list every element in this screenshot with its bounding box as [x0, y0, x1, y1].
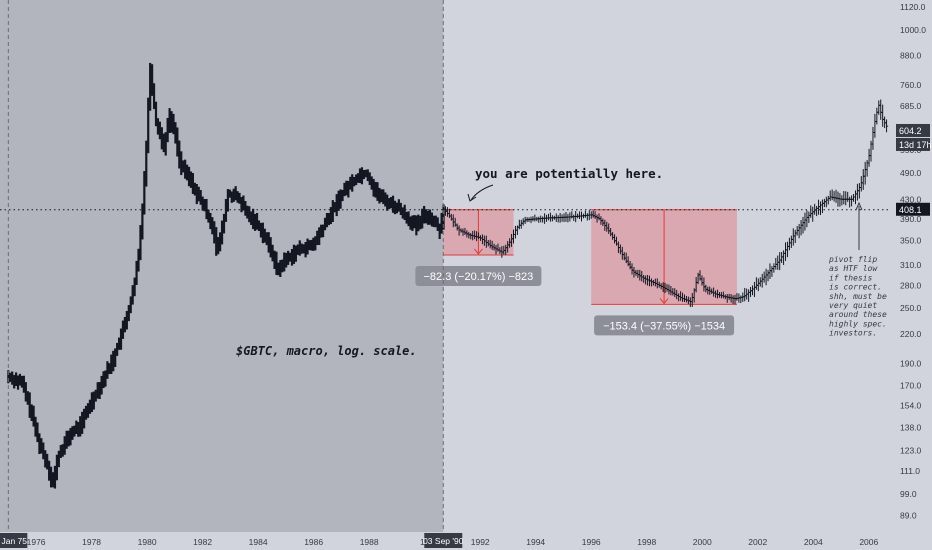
pivot-arrow-head [855, 201, 863, 211]
x-tick-label: 2004 [804, 537, 823, 547]
y-tick-label: 760.0 [900, 80, 922, 90]
drawdown-arrow-head [474, 248, 483, 255]
drawdown-label: −153.4 (−37.55%) −1534 [603, 320, 725, 332]
date-marker-label: 01 Jan 75 [0, 536, 27, 546]
annotation-pivot-line: shh, must be [829, 292, 887, 301]
y-tick-label: 154.0 [900, 400, 922, 410]
last-price-tag-bg [896, 123, 930, 137]
y-tick-label: 220.0 [900, 329, 922, 339]
last-price-tag: 604.2 [899, 126, 922, 136]
x-tick-label: 1988 [360, 537, 379, 547]
drawdown-label-bg [415, 265, 542, 286]
y-tick-label: 430.0 [900, 194, 922, 204]
annotation-pivot-flip: pivot flip as HTF low if thesis is correct.… [828, 255, 887, 338]
time-axis-panel[interactable] [0, 532, 932, 550]
y-tick-label: 111.0 [900, 466, 920, 476]
y-tick-label: 390.0 [900, 214, 922, 224]
y-tick-label: 99.0 [900, 489, 917, 499]
y-tick-label: 170.0 [900, 381, 922, 391]
countdown-tag: 13d 17h [899, 140, 932, 150]
x-tick-label: 2006 [859, 537, 878, 547]
x-tick-label: 2000 [693, 537, 712, 547]
date-marker-bg [424, 533, 463, 548]
annotation-arrow [470, 184, 494, 201]
y-tick-label: 1120.0 [900, 2, 926, 12]
x-tick-label: 1980 [138, 537, 157, 547]
y-tick-label: 250.0 [900, 303, 922, 313]
annotation-pivot-line: as HTF low [829, 264, 878, 273]
x-tick-label: 1996 [582, 537, 601, 547]
current-price-tag: 408.1 [899, 205, 922, 215]
annotation-pivot-line: if thesis [829, 273, 873, 282]
annotation-pivot-line: very quiet [829, 301, 877, 310]
y-tick-label: 490.0 [900, 168, 922, 178]
date-marker-label: 03 Sep '90 [423, 536, 464, 546]
y-tick-label: 310.0 [900, 260, 922, 270]
x-tick-label: 1982 [193, 537, 212, 547]
y-tick-label: 123.0 [900, 446, 922, 456]
y-tick-label: 350.0 [900, 236, 922, 246]
x-tick-label: 1992 [471, 537, 490, 547]
price-axis-panel[interactable] [891, 0, 932, 532]
y-tick-label: 280.0 [900, 280, 922, 290]
x-tick-label: 1994 [526, 537, 545, 547]
countdown-tag-bg [896, 137, 930, 151]
date-marker-bg [0, 533, 28, 548]
annotation-potentially-here: you are potentially here. [475, 166, 663, 181]
x-tick-label: 1986 [304, 537, 323, 547]
annotation-pivot-line: around these [829, 310, 887, 319]
annotation-pivot-line: investors. [829, 329, 877, 338]
x-tick-label: 1976 [27, 537, 46, 547]
y-tick-label: 89.0 [900, 511, 917, 521]
annotation-pivot-line: pivot flip [828, 255, 877, 264]
x-tick-label: 1998 [637, 537, 656, 547]
y-tick-label: 138.0 [900, 422, 922, 432]
annotation-pivot-line: highly spec. [829, 319, 887, 328]
y-tick-label: 1000.0 [900, 25, 926, 35]
current-price-tag-bg [896, 202, 930, 216]
y-tick-label: 685.0 [900, 101, 922, 111]
y-tick-label: 190.0 [900, 358, 922, 368]
annotation-arrow-head [467, 193, 477, 202]
x-tick-label: 1978 [82, 537, 101, 547]
annotation-pivot-line: is correct. [829, 283, 882, 292]
drawdown-label: −82.3 (−20.17%) −823 [424, 271, 534, 283]
x-tick-label: 1984 [249, 537, 268, 547]
y-tick-label: 880.0 [900, 50, 922, 60]
drawdown-label-bg [594, 315, 735, 336]
chart-title: $GBTC, macro, log. scale. [236, 344, 417, 358]
drawdown-arrow-head [659, 298, 669, 305]
x-tick-label: 2002 [748, 537, 767, 547]
highlighted-time-range [0, 0, 444, 532]
